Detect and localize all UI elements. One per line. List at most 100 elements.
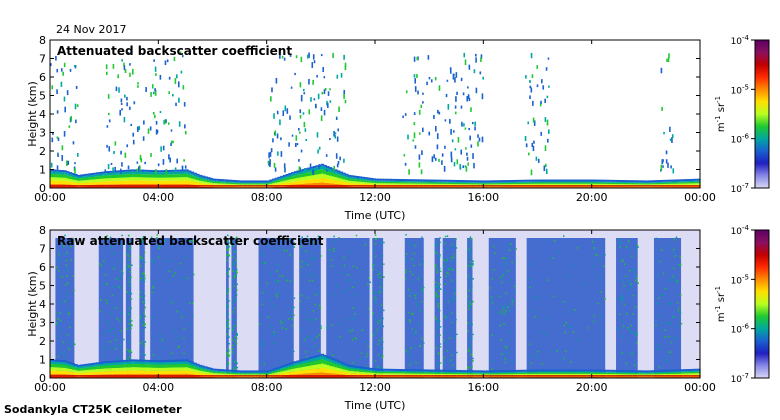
cloud-speck [671,134,674,139]
backscatter-cell [312,175,317,180]
noise-speck [491,368,493,370]
backscatter-cell [369,374,373,376]
noise-speck [468,308,470,311]
backscatter-cell [155,174,159,178]
backscatter-cell [499,184,503,186]
backscatter-cell [621,182,625,185]
backscatter-cell [106,363,111,366]
noise-speck [667,303,670,305]
noise-speck [277,280,280,282]
backscatter-cell [112,374,116,377]
cloud-speck [114,166,116,173]
backscatter-cell [299,370,303,374]
noise-speck [409,270,412,273]
backscatter-cell [597,183,601,186]
backscatter-cell [77,180,81,184]
backscatter-cell [469,183,474,185]
backscatter-cell [142,375,146,377]
cloud-speck [529,85,532,89]
backscatter-cell [239,185,243,187]
cloud-speck [460,77,463,82]
backscatter-cell [675,182,679,184]
backscatter-cell [87,363,92,366]
backscatter-cell [564,185,568,187]
cloud-speck [105,64,108,70]
backscatter-cell [285,182,289,185]
backscatter-cell [161,180,165,185]
backscatter-cell [461,185,465,187]
backscatter-cell [60,364,65,368]
backscatter-cell [158,174,162,178]
backscatter-cell [236,376,241,378]
backscatter-cell [410,372,414,374]
noise-speck [356,267,358,270]
noise-speck [446,259,449,261]
backscatter-cell [93,376,97,378]
backscatter-cell [152,375,157,377]
backscatter-cell [169,180,173,184]
backscatter-cell [326,369,330,374]
backscatter-cell [564,179,568,182]
backscatter-cell [223,376,227,378]
backscatter-cell [190,178,195,182]
cloud-speck [544,145,547,152]
backscatter-cell [242,374,246,376]
noise-speck [236,366,239,369]
noise-speck [377,320,379,323]
noise-speck [410,313,413,316]
backscatter-cell [591,185,595,187]
backscatter-cell [79,186,84,188]
noise-speck [262,262,264,265]
noise-speck [345,318,348,320]
backscatter-cell [161,172,165,175]
backscatter-cell [467,180,471,183]
backscatter-cell [328,169,333,172]
cloud-speck [61,155,64,161]
noise-speck [143,236,146,239]
backscatter-cell [320,169,325,174]
backscatter-cell [74,363,78,366]
noise-speck [318,350,320,352]
noise-speck [130,351,133,354]
backscatter-cell [415,372,419,374]
backscatter-cell [431,372,436,374]
backscatter-cell [361,376,365,378]
backscatter-cell [442,372,447,374]
backscatter-cell [594,181,598,183]
backscatter-cell [366,374,371,376]
backscatter-cell [66,365,70,369]
backscatter-cell [567,182,571,184]
cloud-speck [475,53,477,57]
noise-speck [631,353,633,355]
backscatter-cell [345,180,349,183]
backscatter-cell [483,184,487,186]
noise-speck [143,299,146,302]
noise-speck [193,273,195,276]
backscatter-cell [315,372,319,376]
backscatter-cell [572,182,577,184]
backscatter-cell [618,184,623,186]
backscatter-cell [675,181,679,183]
cloud-speck [268,152,270,159]
backscatter-cell [383,183,387,185]
noise-speck [375,331,377,334]
backscatter-cell [583,186,587,188]
noise-speck [658,349,661,351]
backscatter-cell [128,359,132,362]
backscatter-cell [499,370,503,373]
backscatter-cell [291,181,295,185]
cloud-speck [529,79,531,84]
noise-speck [562,235,565,237]
noise-speck [70,259,72,261]
backscatter-cell [171,375,176,377]
backscatter-cell [423,179,428,182]
backscatter-cell [434,376,438,378]
cloud-speck [52,132,54,136]
backscatter-cell [207,184,211,186]
backscatter-cell [626,185,631,187]
noise-speck [618,298,621,300]
backscatter-cell [393,376,398,378]
backscatter-cell [540,182,544,184]
noise-speck [420,300,423,303]
backscatter-cell [610,186,614,188]
